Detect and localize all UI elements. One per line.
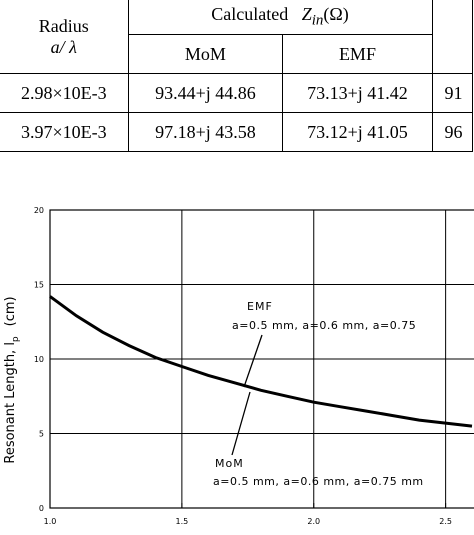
- x-tick-label: 2.0: [307, 517, 320, 526]
- annotation-title: MoM: [215, 457, 244, 470]
- header-text: in: [311, 12, 324, 29]
- radius-header: Radius a/ λ: [0, 0, 129, 74]
- header-text: Calculated: [211, 4, 289, 25]
- header-text: Z: [301, 4, 312, 25]
- y-axis-label-unit: (cm): [3, 296, 18, 326]
- calculated-header: Calculated Zin(Ω): [127, 0, 433, 35]
- x-tick-label: 1.0: [44, 517, 57, 526]
- cell: 2.98×10E-3: [0, 73, 129, 113]
- impedance-table: Radius a/ λ Calculated Zin(Ω) MoM EMF 2.9…: [0, 0, 474, 152]
- emf-header: EMF: [282, 34, 433, 74]
- cell: 73.12+j 41.05: [282, 112, 433, 152]
- annotation-text: a=0.5 mm, a=0.6 mm, a=0.75 mm: [213, 475, 424, 488]
- header-text: a/ λ: [50, 36, 77, 57]
- y-tick-label: 5: [39, 430, 44, 439]
- curve: [49, 295, 473, 428]
- y-tick-label: 20: [34, 206, 44, 215]
- y-axis-label-sub: p: [11, 336, 21, 342]
- annotation-arrow: [243, 334, 263, 388]
- y-axis-label-text: Resonant Length, l: [3, 342, 18, 464]
- cut-header: [431, 0, 474, 74]
- annotation-text: a=0.5 mm, a=0.6 mm, a=0.75: [232, 319, 416, 332]
- cell: 97.18+j 43.58: [127, 112, 284, 152]
- y-axis-label: Resonant Length, lp (cm): [3, 296, 21, 463]
- annotation-title: EMF: [247, 300, 273, 313]
- y-tick-label: 10: [34, 355, 44, 364]
- header-text: Radius: [38, 15, 89, 36]
- header-text: (Ω): [323, 4, 349, 25]
- x-tick-label: 1.5: [176, 517, 189, 526]
- mom-header: MoM: [127, 34, 284, 74]
- y-tick-label: 15: [34, 281, 44, 290]
- cell: 3.97×10E-3: [0, 112, 129, 152]
- y-tick-label: 0: [39, 504, 44, 513]
- annotation-arrow: [231, 391, 251, 456]
- x-tick-label: 2.5: [439, 517, 452, 526]
- cell: 96: [431, 112, 474, 152]
- cell: 91: [431, 73, 474, 113]
